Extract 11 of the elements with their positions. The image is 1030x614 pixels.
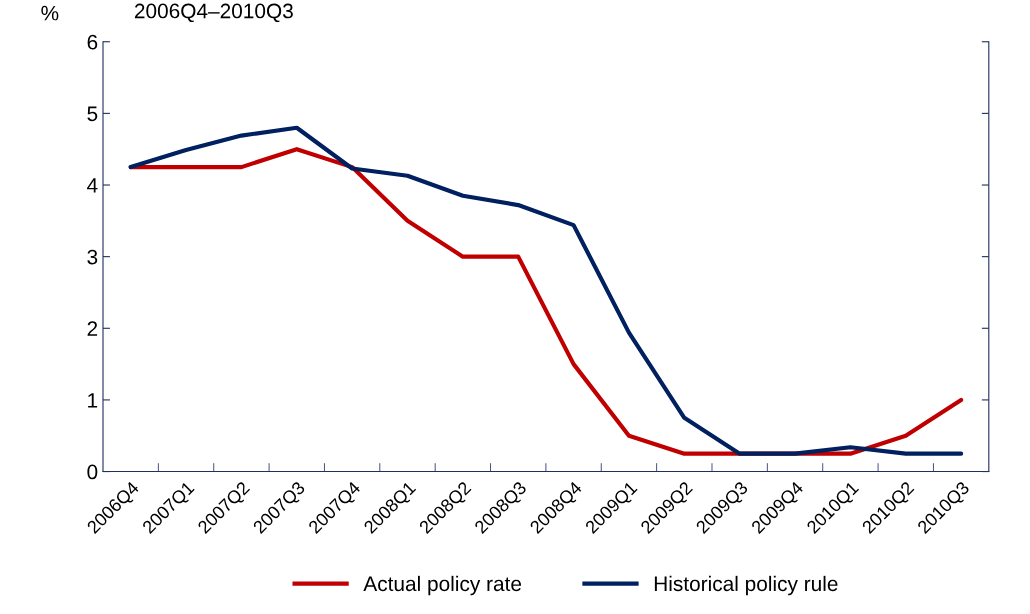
legend-label: Historical policy rule [654, 575, 838, 596]
y-tick-label: 5 [87, 106, 98, 122]
y-tick-label: 1 [88, 393, 98, 408]
y-tick-label: 3 [87, 249, 98, 265]
legend-label: Actual policy rate [363, 575, 522, 596]
y-axis-title: % [41, 5, 59, 21]
y-tick-label: 6 [87, 34, 98, 50]
y-tick-label: 2 [87, 321, 98, 336]
chart-subtitle: 2006Q4–2010Q3 [134, 3, 293, 23]
y-tick-label: 0 [87, 464, 98, 480]
y-tick-label: 4 [87, 178, 98, 193]
